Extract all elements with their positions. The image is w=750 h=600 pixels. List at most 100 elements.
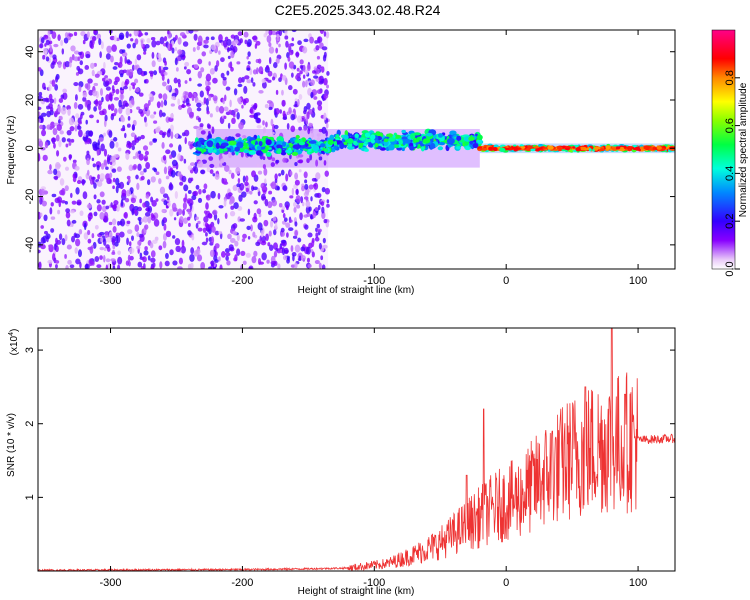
heatmap-cell (214, 243, 220, 249)
heatmap-cell (327, 139, 334, 145)
heatmap-cell (294, 172, 299, 180)
heatmap-cell (134, 38, 139, 45)
heatmap-cell (150, 250, 156, 258)
colorbar-tick-label: 0.2 (724, 214, 736, 229)
heatmap-cell (165, 205, 169, 209)
heatmap-cell (114, 241, 119, 247)
heatmap-cell (205, 36, 210, 41)
heatmap-cell (324, 170, 329, 177)
heatmap-cell (492, 147, 498, 152)
heatmap-cell (547, 145, 554, 150)
heatmap-cell (96, 199, 101, 204)
heatmap-xtick-label: -200 (231, 275, 253, 287)
heatmap-cell (169, 143, 174, 148)
colorbar-tick-label: 0.8 (724, 70, 736, 85)
heatmap-cell (211, 225, 216, 233)
heatmap-cell (99, 88, 104, 96)
heatmap-cell (57, 119, 61, 124)
heatmap-cell (55, 264, 58, 269)
heatmap-cell (199, 123, 204, 128)
heatmap-cell (143, 103, 150, 111)
heatmap-cell (413, 132, 421, 136)
heatmap-cell (202, 227, 207, 233)
heatmap-cell (117, 256, 123, 265)
heatmap-cell (268, 244, 274, 251)
heatmap-cell (162, 233, 167, 241)
heatmap-cell (205, 237, 209, 243)
heatmap-cell (66, 138, 71, 142)
heatmap-cell (325, 31, 330, 39)
heatmap-cell (320, 201, 325, 206)
heatmap-cell (253, 102, 257, 111)
heatmap-cell (40, 244, 46, 250)
heatmap-cell (312, 211, 317, 219)
heatmap-cell (61, 48, 65, 55)
heatmap-cell (132, 156, 137, 160)
heatmap-cell (215, 142, 220, 149)
heatmap-cell (233, 113, 236, 118)
heatmap-cell (166, 129, 171, 138)
heatmap-cell (282, 141, 287, 147)
heatmap-cell (86, 204, 93, 209)
heatmap-cell (229, 136, 235, 142)
heatmap-cell (63, 37, 69, 44)
heatmap-cell (82, 39, 86, 45)
heatmap-cell (257, 187, 260, 192)
heatmap-cell (84, 263, 90, 269)
heatmap-cell (177, 171, 182, 177)
heatmap-cell (184, 80, 188, 84)
heatmap-cell (210, 36, 215, 41)
heatmap-cell (220, 250, 226, 258)
heatmap-cell (230, 50, 235, 59)
heatmap-cell (151, 51, 155, 59)
heatmap-cell (58, 140, 62, 148)
heatmap-cell (224, 248, 230, 253)
heatmap-cell (131, 124, 135, 131)
heatmap-cell (131, 145, 135, 151)
heatmap-cell (230, 205, 235, 210)
heatmap-cell (197, 160, 204, 168)
heatmap-cell (196, 102, 202, 108)
heatmap-cell (278, 173, 282, 177)
heatmap-cell (161, 74, 165, 82)
heatmap-cell (271, 199, 278, 207)
heatmap-cell (153, 168, 158, 173)
heatmap-cell (58, 233, 63, 241)
heatmap-cell (138, 92, 144, 97)
heatmap-cell (43, 86, 47, 90)
heatmap-cell (237, 31, 243, 36)
heatmap-cell (153, 70, 158, 76)
heatmap-cell (64, 254, 67, 259)
heatmap-cell (179, 181, 184, 186)
heatmap-cell (266, 35, 272, 43)
heatmap-cell (246, 39, 252, 47)
snr-scale-exponent: 4 (8, 332, 15, 336)
heatmap-cell (209, 163, 215, 169)
heatmap-cell (184, 61, 190, 67)
heatmap-cell (106, 45, 112, 54)
heatmap-cell (512, 144, 517, 147)
heatmap-cell (182, 201, 187, 210)
heatmap-cell (155, 127, 161, 134)
heatmap-cell (262, 126, 266, 135)
heatmap-cell (206, 166, 210, 173)
heatmap-cell (87, 212, 93, 220)
heatmap-cell (103, 159, 107, 166)
heatmap-cell (71, 200, 77, 205)
heatmap-cell (99, 110, 105, 116)
heatmap-cell (456, 135, 462, 141)
heatmap-cell (256, 150, 262, 156)
heatmap-cell (136, 54, 142, 61)
heatmap-cell (234, 39, 239, 45)
heatmap-cell (323, 159, 327, 166)
heatmap-cell (196, 45, 200, 51)
heatmap-cell (273, 124, 279, 130)
heatmap-cell (291, 30, 297, 33)
heatmap-cell (295, 134, 300, 139)
heatmap-cell (140, 134, 145, 140)
heatmap-cell (61, 238, 66, 246)
heatmap-ylabel: Frequency (Hz) (6, 116, 17, 185)
heatmap-cell (46, 110, 52, 118)
heatmap-cell (228, 140, 237, 146)
heatmap-cell (534, 147, 541, 152)
